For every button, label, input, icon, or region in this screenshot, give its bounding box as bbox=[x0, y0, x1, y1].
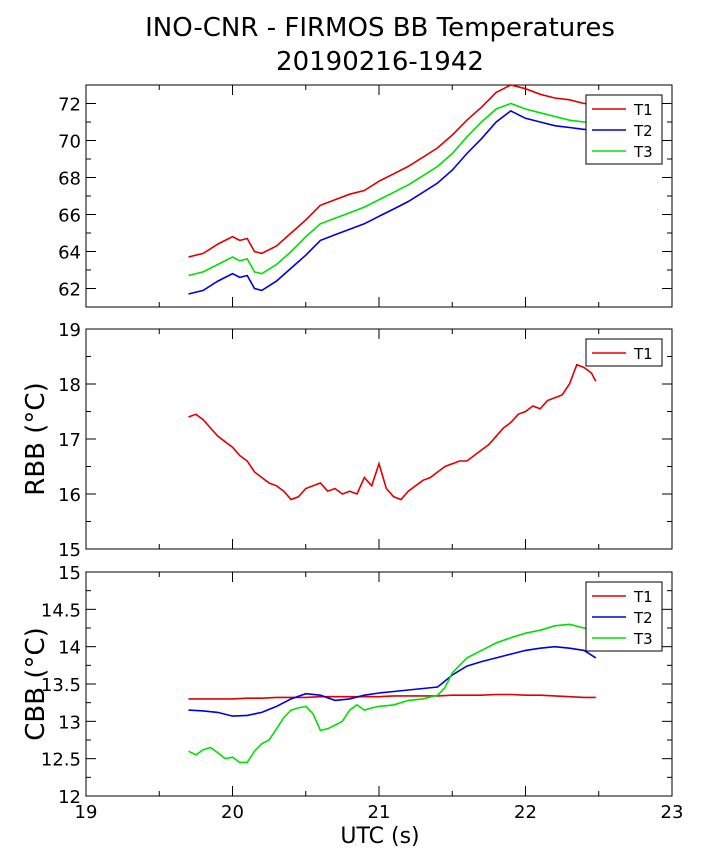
x-tick-label: 21 bbox=[368, 802, 391, 823]
y-tick-label: 15 bbox=[58, 563, 81, 584]
panel-1: 62 64 66 68 70 72 T1 T2 T3 bbox=[58, 84, 673, 308]
legend-label: T2 bbox=[633, 609, 653, 627]
series-line-t1 bbox=[188, 84, 596, 258]
series-line-t3 bbox=[188, 623, 597, 764]
plot-frame bbox=[85, 571, 673, 797]
legend-label: T2 bbox=[633, 122, 653, 140]
x-tick-label: 19 bbox=[75, 802, 98, 823]
x-tick-label: 22 bbox=[514, 802, 537, 823]
panel-2: 15 16 17 18 19 RBB (°C) T1 bbox=[21, 320, 673, 561]
panel-3: 12 12.5 13 13.5 14 14.5 15 CBB (°C) T1 T2 T3 19 20 21… bbox=[21, 563, 683, 823]
y-tick-label: 64 bbox=[58, 243, 81, 264]
y-tick-label: 62 bbox=[58, 280, 81, 301]
y-tick-label: 70 bbox=[58, 132, 81, 153]
x-axis-label: UTC (s) bbox=[340, 824, 419, 849]
y-tick-label: 12.5 bbox=[41, 750, 81, 771]
y-tick-label: 13 bbox=[58, 712, 81, 733]
y-tick-label: 14.5 bbox=[41, 600, 81, 621]
legend-label: T1 bbox=[633, 101, 653, 119]
series-line-t2 bbox=[188, 109, 596, 295]
y-tick-label: 18 bbox=[58, 375, 81, 396]
x-tick-label: 23 bbox=[661, 802, 684, 823]
y-tick-label: 15 bbox=[58, 540, 81, 561]
y-tick-label: 68 bbox=[58, 169, 81, 190]
legend-label: T3 bbox=[633, 630, 653, 648]
y-tick-label: 14 bbox=[58, 638, 81, 659]
series-line-t3 bbox=[188, 102, 596, 277]
plot-frame bbox=[85, 328, 673, 550]
y-tick-label: 66 bbox=[58, 206, 81, 227]
chart-title-line1: INO-CNR - FIRMOS BB Temperatures bbox=[145, 13, 615, 43]
y-tick-label: 72 bbox=[58, 95, 81, 116]
y-tick-label: 19 bbox=[58, 320, 81, 341]
y-tick-label: 16 bbox=[58, 485, 81, 506]
legend-label: T1 bbox=[633, 345, 653, 363]
chart-title-line2: 20190216-1942 bbox=[276, 47, 484, 77]
legend-label: T1 bbox=[633, 588, 653, 606]
y-tick-label: 13.5 bbox=[41, 675, 81, 696]
y-tick-label: 12 bbox=[58, 787, 81, 808]
series-line-t1 bbox=[188, 693, 596, 700]
legend-label: T3 bbox=[633, 143, 653, 161]
series-line-t1 bbox=[188, 363, 597, 501]
series-line-t2 bbox=[188, 645, 597, 717]
y-axis-label: RBB (°C) bbox=[21, 382, 51, 495]
x-tick-label: 20 bbox=[221, 802, 244, 823]
y-tick-label: 17 bbox=[58, 430, 81, 451]
y-axis-label: CBB (°C) bbox=[21, 627, 51, 741]
plot-frame bbox=[85, 84, 673, 308]
